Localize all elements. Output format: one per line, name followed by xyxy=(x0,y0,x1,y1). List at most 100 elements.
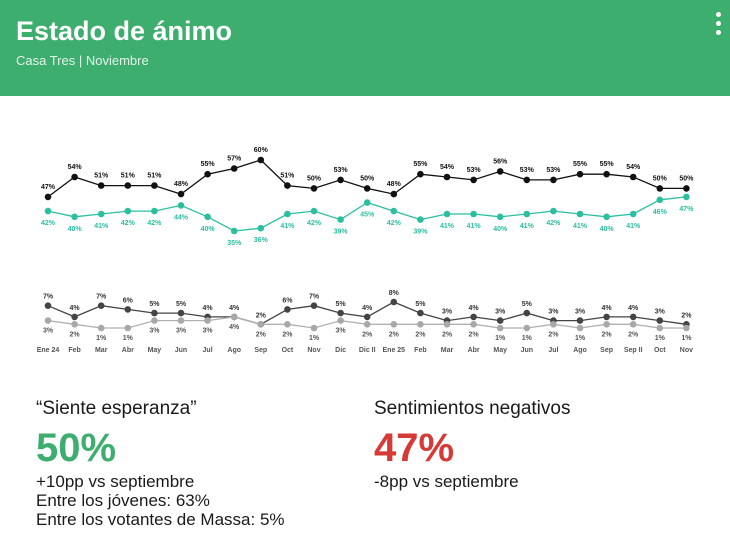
x-tick-label-4: May xyxy=(148,347,162,354)
data-label-low-0-20: 3% xyxy=(575,309,586,316)
data-label-main-0-17: 56% xyxy=(493,158,508,165)
data-label-main-1-9: 41% xyxy=(280,223,295,230)
data-label-main-0-16: 53% xyxy=(467,167,482,174)
data-point-main-1-2 xyxy=(97,210,105,218)
data-point-main-0-22 xyxy=(629,173,637,181)
data-point-main-0-7 xyxy=(230,165,238,172)
data-label-main-0-15: 54% xyxy=(440,164,455,171)
negative-label: Sentimientos negativos xyxy=(374,398,571,419)
data-point-low-0-22 xyxy=(629,313,637,321)
data-label-low-0-6: 4% xyxy=(203,305,214,312)
data-label-main-0-18: 53% xyxy=(520,167,535,174)
data-label-low-0-1: 4% xyxy=(70,305,81,312)
data-point-low-1-8 xyxy=(257,321,265,328)
data-label-main-1-7: 35% xyxy=(227,240,242,247)
data-point-low-0-21 xyxy=(603,313,610,321)
data-label-main-0-0: 47% xyxy=(41,184,56,191)
data-point-low-0-14 xyxy=(417,309,424,317)
data-label-main-1-19: 42% xyxy=(546,220,561,227)
data-point-low-1-0 xyxy=(44,317,52,324)
data-label-low-0-8: 2% xyxy=(256,312,267,319)
data-label-main-1-22: 41% xyxy=(626,223,641,230)
data-point-low-1-11 xyxy=(337,317,344,324)
data-point-low-1-17 xyxy=(496,324,504,332)
data-point-main-0-15 xyxy=(443,173,451,181)
data-point-low-1-9 xyxy=(284,321,291,328)
data-label-low-0-18: 5% xyxy=(522,301,533,308)
data-label-low-1-3: 1% xyxy=(123,335,134,342)
data-point-low-1-4 xyxy=(151,317,158,324)
data-point-low-0-11 xyxy=(337,309,344,317)
data-point-main-1-5 xyxy=(177,202,185,209)
data-point-main-1-1 xyxy=(71,213,78,221)
x-tick-label-10: Nov xyxy=(307,347,320,354)
data-point-low-0-3 xyxy=(124,306,132,313)
data-point-low-1-19 xyxy=(550,321,557,328)
data-point-low-1-16 xyxy=(470,321,477,328)
x-tick-label-11: Dic xyxy=(335,347,346,354)
data-point-low-1-10 xyxy=(310,324,318,332)
page-title: Estado de ánimo xyxy=(16,16,233,46)
x-tick-label-1: Feb xyxy=(68,347,80,354)
x-tick-label-22: Sep II xyxy=(624,347,643,354)
data-point-low-1-12 xyxy=(363,321,371,328)
x-tick-label-13: Ene 25 xyxy=(383,347,406,354)
mood-line-chart: 47% 54% 51% 51% 51% 48% 55% 57% 60% 51% 50% 53% 50% 4… xyxy=(37,147,694,354)
x-tick-label-5: Jun xyxy=(175,347,187,354)
data-label-low-1-6: 3% xyxy=(203,328,214,335)
data-label-low-1-7: 4% xyxy=(229,324,240,331)
data-point-main-1-8 xyxy=(257,224,265,232)
more-options-icon[interactable] xyxy=(714,12,722,40)
data-label-low-1-16: 2% xyxy=(469,331,480,338)
hope-stat: “Siente esperanza” 50% +10pp vs septiemb… xyxy=(36,398,285,529)
hope-change: +10pp vs septiembre xyxy=(36,472,195,491)
data-point-main-0-18 xyxy=(523,176,531,184)
data-point-main-1-17 xyxy=(496,213,504,221)
data-point-low-0-17 xyxy=(496,317,504,324)
data-label-low-0-19: 3% xyxy=(548,309,559,316)
data-point-main-0-5 xyxy=(177,190,185,198)
data-label-low-1-5: 3% xyxy=(176,328,187,335)
x-tick-label-9: Oct xyxy=(282,347,294,354)
data-label-low-0-21: 4% xyxy=(602,305,613,312)
data-point-low-1-21 xyxy=(603,321,610,328)
data-label-main-1-15: 41% xyxy=(440,223,455,230)
x-tick-label-0: Ene 24 xyxy=(37,347,60,354)
data-label-main-0-24: 50% xyxy=(679,175,694,182)
data-label-main-1-6: 40% xyxy=(201,226,216,233)
data-point-low-1-6 xyxy=(204,317,211,324)
x-tick-label-2: Mar xyxy=(95,347,108,354)
x-tick-label-14: Feb xyxy=(414,347,426,354)
data-point-low-0-18 xyxy=(523,309,531,317)
data-label-low-0-2: 7% xyxy=(96,294,107,301)
data-point-main-1-13 xyxy=(390,207,398,215)
data-point-low-1-1 xyxy=(71,321,78,328)
data-point-low-0-1 xyxy=(71,313,78,321)
data-point-main-1-0 xyxy=(44,207,52,215)
data-label-low-0-0: 7% xyxy=(43,294,54,301)
data-label-main-1-4: 42% xyxy=(147,220,162,227)
data-label-low-0-7: 4% xyxy=(229,305,240,312)
data-label-low-1-19: 2% xyxy=(548,331,559,338)
data-point-main-1-11 xyxy=(337,216,344,223)
data-point-low-1-24 xyxy=(683,324,690,332)
data-point-main-1-21 xyxy=(603,213,610,221)
data-label-main-1-12: 45% xyxy=(360,212,375,219)
data-point-main-0-16 xyxy=(470,176,477,184)
data-point-main-1-10 xyxy=(310,207,318,215)
data-label-low-0-5: 5% xyxy=(176,301,187,308)
data-label-low-1-13: 2% xyxy=(389,331,400,338)
data-point-low-0-10 xyxy=(310,302,318,309)
x-tick-label-18: Jun xyxy=(521,347,533,354)
data-label-low-0-10: 7% xyxy=(309,294,320,301)
data-point-low-1-22 xyxy=(629,321,637,328)
data-label-main-0-1: 54% xyxy=(68,164,83,171)
data-point-main-0-6 xyxy=(204,170,211,178)
data-label-main-0-20: 55% xyxy=(573,161,588,168)
data-label-low-1-0: 3% xyxy=(43,328,54,335)
data-point-low-0-9 xyxy=(284,306,291,313)
data-label-main-0-6: 55% xyxy=(201,161,216,168)
data-point-low-1-23 xyxy=(656,324,664,332)
data-point-low-0-13 xyxy=(390,298,398,306)
x-tick-label-21: Sep xyxy=(600,347,613,354)
